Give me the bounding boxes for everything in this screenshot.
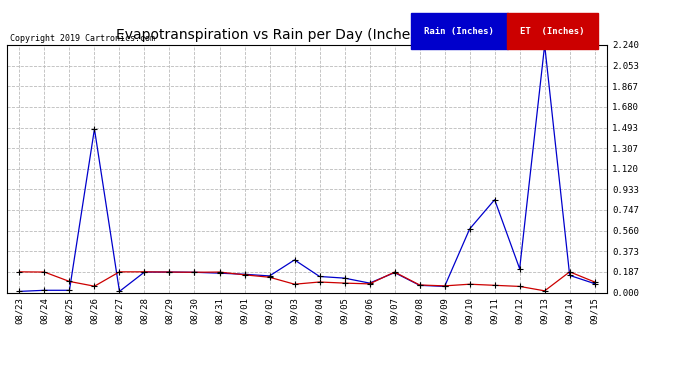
Text: ET  (Inches): ET (Inches) [520, 27, 584, 36]
Text: Copyright 2019 Cartronics.com: Copyright 2019 Cartronics.com [10, 33, 155, 42]
Text: Rain (Inches): Rain (Inches) [424, 27, 494, 36]
Title: Evapotranspiration vs Rain per Day (Inches) 20190916: Evapotranspiration vs Rain per Day (Inch… [116, 28, 498, 42]
